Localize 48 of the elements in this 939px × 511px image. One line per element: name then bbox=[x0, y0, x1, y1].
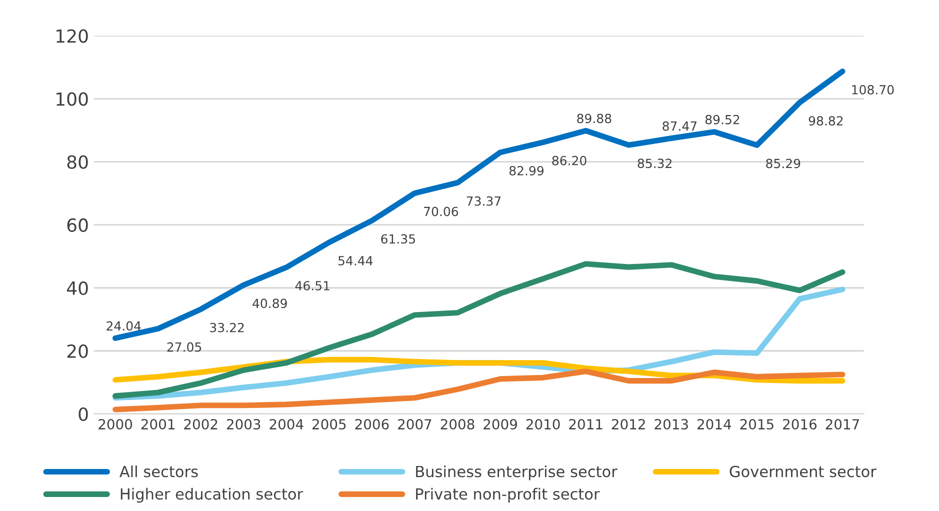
x-tick-label: 2006 bbox=[355, 419, 389, 430]
data-label: 70.06 bbox=[424, 206, 458, 216]
y-tick-label: 40 bbox=[66, 281, 88, 295]
data-label: 98.82 bbox=[808, 116, 843, 126]
data-label: 40.89 bbox=[252, 298, 287, 308]
y-tick-label: 0 bbox=[78, 407, 88, 422]
x-tick-label: 2014 bbox=[698, 419, 732, 430]
data-label: 46.51 bbox=[295, 280, 330, 290]
x-tick-label: 2010 bbox=[526, 419, 560, 430]
data-label: 86.20 bbox=[552, 156, 586, 166]
data-label: 82.99 bbox=[509, 166, 544, 176]
x-tick-label: 2015 bbox=[740, 419, 774, 430]
y-tick-label: 20 bbox=[67, 344, 88, 358]
x-tick-label: 2002 bbox=[184, 419, 218, 430]
data-label: 73.37 bbox=[466, 196, 501, 206]
x-tick-label: 2007 bbox=[398, 419, 432, 430]
legend-label: Government sector bbox=[730, 466, 876, 478]
data-label: 54.44 bbox=[338, 256, 373, 266]
x-tick-label: 2012 bbox=[612, 419, 645, 430]
data-label: 33.22 bbox=[210, 322, 244, 332]
y-tick-label: 60 bbox=[67, 218, 88, 232]
x-tick-label: 2016 bbox=[783, 419, 817, 430]
data-label: 89.88 bbox=[577, 114, 612, 124]
data-label: 85.29 bbox=[766, 158, 800, 168]
legend-label: Higher education sector bbox=[120, 488, 304, 503]
x-tick-label: 2017 bbox=[826, 419, 859, 430]
data-label: 108.70 bbox=[852, 84, 894, 94]
data-label: 27.05 bbox=[167, 342, 202, 352]
x-tick-label: 2000 bbox=[98, 419, 132, 430]
x-tick-label: 2005 bbox=[312, 419, 346, 430]
y-tick-label: 100 bbox=[56, 92, 88, 106]
x-tick-label: 2004 bbox=[270, 419, 304, 430]
data-label: 24.04 bbox=[106, 321, 141, 331]
y-tick-label: 120 bbox=[56, 29, 88, 43]
x-tick-label: 2013 bbox=[654, 419, 688, 430]
legend-label: Business enterprise sector bbox=[416, 465, 618, 480]
x-tick-label: 2009 bbox=[484, 419, 517, 430]
legend-label: All sectors bbox=[120, 465, 198, 478]
data-label: 61.35 bbox=[381, 234, 415, 244]
data-label: 89.52 bbox=[705, 114, 740, 124]
y-tick-label: 80 bbox=[67, 155, 88, 169]
data-label: 87.47 bbox=[662, 121, 697, 131]
x-tick-label: 2008 bbox=[440, 419, 474, 430]
data-label: 85.32 bbox=[638, 158, 672, 168]
x-tick-label: 2003 bbox=[226, 419, 260, 430]
x-tick-label: 2001 bbox=[141, 419, 174, 430]
x-tick-label: 2011 bbox=[569, 419, 602, 430]
legend-label: Private non-profit sector bbox=[416, 488, 600, 503]
